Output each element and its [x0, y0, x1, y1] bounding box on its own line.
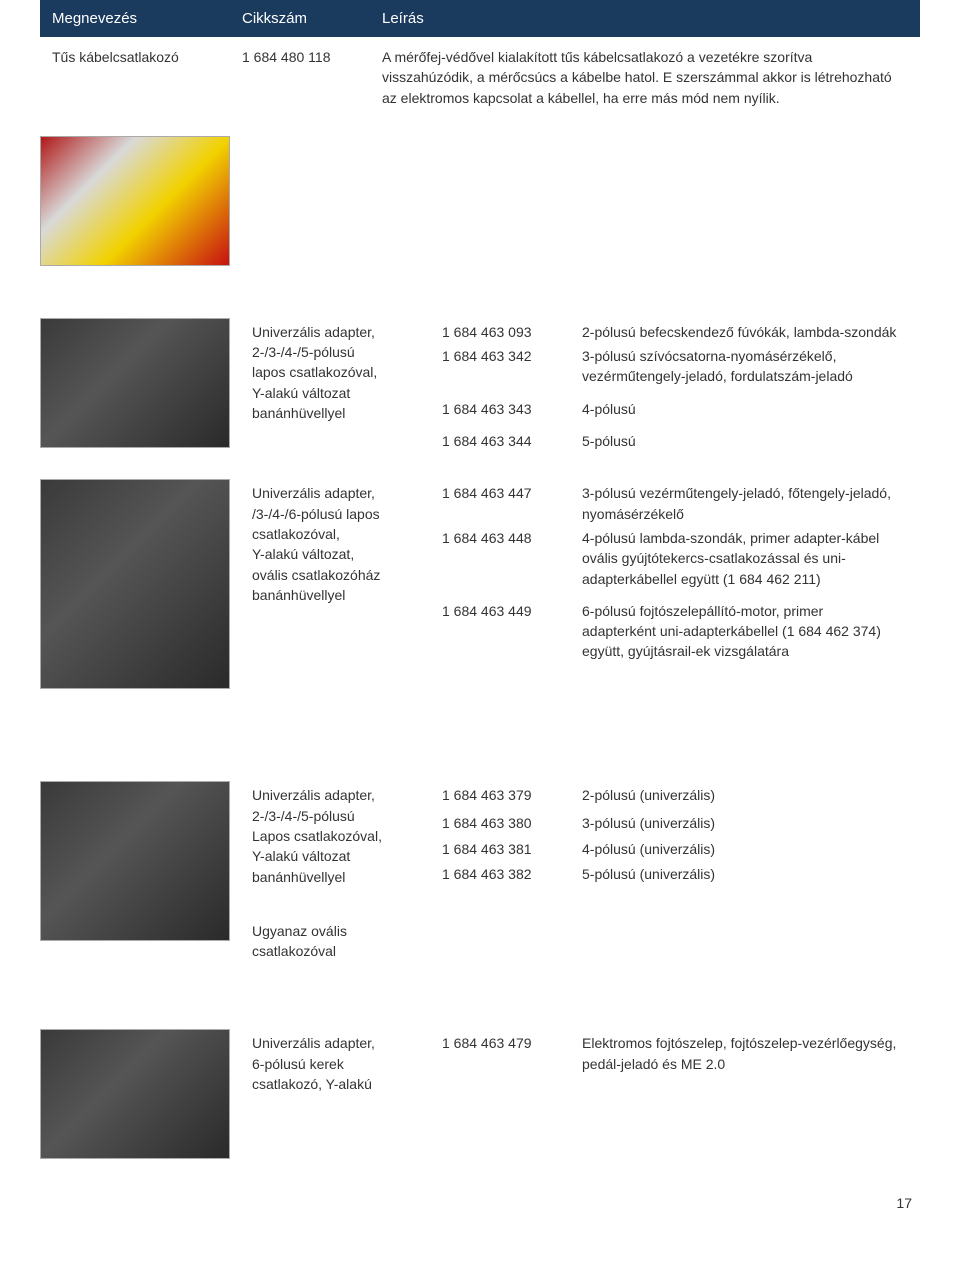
col-header-desc: Leírás: [382, 8, 908, 29]
item-desc: 4-pólusú (univerzális): [582, 839, 908, 864]
item-name: Univerzális adapter, 2-/3-/4-/5-pólusú L…: [252, 783, 442, 888]
item-code: 1 684 463 479: [442, 1031, 582, 1096]
product-image: [40, 136, 230, 266]
item-code: 1 684 463 343: [442, 389, 582, 421]
item-desc: 4-pólusú lambda-szondák, primer adapter-…: [582, 526, 908, 591]
item-code: 1 684 463 449: [442, 591, 582, 664]
table-row: [40, 130, 920, 272]
item-desc: 5-pólusú: [582, 421, 908, 453]
item-name: Univerzális adapter, 6-pólusú kerek csat…: [252, 1031, 442, 1096]
table-row: Univerzális adapter, 6-pólusú kerek csat…: [40, 1023, 920, 1165]
item-code: 1 684 463 342: [442, 344, 582, 389]
product-image: [40, 1029, 230, 1159]
item-code: 1 684 463 381: [442, 839, 582, 864]
catalog-table: Megnevezés Cikkszám Leírás Tűs kábelcsat…: [40, 0, 920, 1165]
product-image: [40, 479, 230, 689]
product-image: [40, 781, 230, 941]
item-name: Univerzális adapter, 2-/3-/4-/5-pólusú l…: [252, 320, 442, 453]
item-footer: Ugyanaz ovális csatlakozóval: [252, 919, 442, 964]
item-desc: 6-pólusú fojtószelepállító-motor, primer…: [582, 591, 908, 664]
item-desc: 3-pólusú szívócsatorna-nyomásérzékelő, v…: [582, 344, 908, 389]
col-header-code: Cikkszám: [242, 8, 382, 29]
item-desc: Elektromos fojtószelep, fojtószelep-vezé…: [582, 1031, 908, 1096]
col-header-name: Megnevezés: [52, 8, 242, 29]
table-row: Univerzális adapter, /3-/4-/6-pólusú lap…: [40, 473, 920, 695]
item-code: 1 684 463 382: [442, 864, 582, 889]
table-row: Tűs kábelcsatlakozó 1 684 480 118 A mérő…: [40, 37, 920, 130]
item-name: Univerzális adapter, /3-/4-/6-pólusú lap…: [252, 481, 442, 663]
item-code: 1 684 463 344: [442, 421, 582, 453]
item-desc: 5-pólusú (univerzális): [582, 864, 908, 889]
item-desc: 3-pólusú (univerzális): [582, 813, 908, 838]
table-row: Univerzális adapter, 2-/3-/4-/5-pólusú l…: [40, 312, 920, 473]
item-code: 1 684 463 379: [442, 783, 582, 813]
item-code: 1 684 463 447: [442, 481, 582, 526]
page-number: 17: [40, 1165, 920, 1211]
item-desc: 2-pólusú befecskendező fúvókák, lambda-s…: [582, 320, 908, 344]
item-code: 1 684 463 093: [442, 320, 582, 344]
table-row: Univerzális adapter, 2-/3-/4-/5-pólusú L…: [40, 775, 920, 983]
item-code: 1 684 463 380: [442, 813, 582, 838]
item-desc: A mérőfej-védővel kialakított tűs kábelc…: [382, 45, 908, 110]
product-image: [40, 318, 230, 448]
item-desc: 2-pólusú (univerzális): [582, 783, 908, 813]
item-code: 1 684 463 448: [442, 526, 582, 591]
item-code: 1 684 480 118: [242, 45, 382, 110]
table-header: Megnevezés Cikkszám Leírás: [40, 0, 920, 37]
item-name: Tűs kábelcsatlakozó: [52, 45, 242, 110]
item-desc: 4-pólusú: [582, 389, 908, 421]
item-desc: 3-pólusú vezérműtengely-jeladó, főtengel…: [582, 481, 908, 526]
